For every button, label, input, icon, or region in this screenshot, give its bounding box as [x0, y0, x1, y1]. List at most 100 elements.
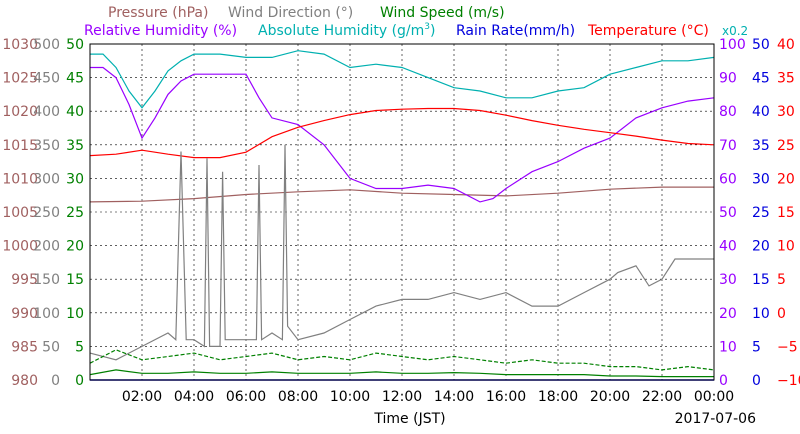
y-tick-label-wind-speed: 10	[66, 306, 84, 322]
y-tick-label-rain-rate: 0	[752, 373, 761, 389]
x-tick-label: 02:00	[122, 389, 162, 405]
legend-absolute-humidity-sup: 3	[424, 22, 430, 32]
legend-absolute-humidity-end: )	[430, 23, 435, 39]
series-line-2	[90, 50, 715, 109]
y-tick-label-humidity: 70	[719, 138, 737, 154]
y-tick-label-humidity: 0	[719, 373, 728, 389]
y-tick-label-temperature: −10	[777, 373, 800, 389]
y-tick-label-wind-speed: 35	[66, 138, 84, 154]
date-label: 2017-07-06	[675, 411, 756, 427]
y-tick-label-wind-direction: 250	[33, 205, 60, 221]
y-tick-label-rain-rate: 35	[752, 138, 770, 154]
x-tick-label: 22:00	[642, 389, 682, 405]
x-tick-label: 16:00	[486, 389, 526, 405]
y-tick-label-pressure: 980	[11, 373, 38, 389]
y-tick-label-wind-direction: 450	[33, 71, 60, 87]
y-tick-label-wind-speed: 25	[66, 205, 84, 221]
y-tick-label-pressure: 1020	[2, 104, 38, 120]
y-tick-label-pressure: 995	[11, 272, 38, 288]
y-tick-label-wind-speed: 0	[75, 373, 84, 389]
y-tick-label-rain-rate: 20	[752, 239, 770, 255]
legend-wind-speed: Wind Speed (m/s)	[380, 5, 505, 21]
y-tick-label-wind-speed: 20	[66, 239, 84, 255]
y-tick-label-humidity: 100	[719, 37, 746, 53]
y-tick-label-temperature: 30	[777, 104, 795, 120]
y-tick-label-wind-direction: 50	[42, 339, 60, 355]
x-tick-label: 08:00	[278, 389, 318, 405]
svg-text:Pressure (hPa) Wind Dire: Pressure (hPa) Wind Direction (°) Wind S…	[108, 5, 505, 21]
legend-relative-humidity: Relative Humidity (%)	[84, 23, 237, 39]
y-tick-label-temperature: 25	[777, 138, 795, 154]
y-tick-label-wind-direction: 350	[33, 138, 60, 154]
plot-frame	[89, 43, 715, 381]
x-tick-label: 10:00	[330, 389, 370, 405]
legend-pressure: Pressure (hPa)	[108, 5, 208, 21]
legend-rain-rate: Rain Rate(mm/h)	[456, 23, 575, 39]
y-tick-label-rain-rate: 5	[752, 339, 761, 355]
y-tick-label-temperature: −5	[777, 339, 798, 355]
y-tick-label-rain-rate: 50	[752, 37, 770, 53]
legend: Pressure (hPa) Wind Direction (°) Wind S…	[84, 5, 748, 39]
y-tick-label-humidity: 40	[719, 239, 737, 255]
y-tick-label-wind-speed: 5	[75, 339, 84, 355]
series-line-4	[89, 144, 714, 361]
y-tick-label-pressure: 1030	[2, 37, 38, 53]
y-tick-label-humidity: 30	[719, 272, 737, 288]
y-tick-label-wind-speed: 45	[66, 71, 84, 87]
series-line-1	[90, 66, 715, 203]
series-line-3	[89, 107, 715, 159]
y-tick-label-wind-speed: 15	[66, 272, 84, 288]
y-tick-label-rain-rate: 30	[752, 171, 770, 187]
y-tick-label-humidity: 80	[719, 104, 737, 120]
y-tick-label-pressure: 990	[11, 306, 38, 322]
y-tick-label-wind-speed: 40	[66, 104, 84, 120]
y-tick-label-pressure: 985	[11, 339, 38, 355]
legend-temperature: Temperature (°C)	[587, 23, 709, 39]
y-tick-label-pressure: 1025	[2, 71, 38, 87]
y-tick-label-rain-rate: 25	[752, 205, 770, 221]
y-tick-label-wind-direction: 0	[51, 373, 60, 389]
y-tick-label-pressure: 1010	[2, 171, 38, 187]
y-tick-label-rain-rate: 10	[752, 306, 770, 322]
y-tick-label-wind-direction: 400	[33, 104, 60, 120]
y-tick-label-temperature: 5	[777, 272, 786, 288]
y-tick-label-temperature: 0	[777, 306, 786, 322]
legend-absolute-humidity: Absolute Humidity (g/m	[258, 23, 424, 39]
axis-ticks: 02:00 04:00 06:00 08:00 10:00 12:00 14:00 16:00…	[2, 37, 800, 405]
legend-scale-note: x0.2	[722, 24, 748, 38]
x-tick-label: 14:00	[434, 389, 474, 405]
y-tick-label-rain-rate: 45	[752, 71, 770, 87]
x-tick-label: 20:00	[590, 389, 630, 405]
x-tick-label: 04:00	[174, 389, 214, 405]
y-tick-label-temperature: 40	[777, 37, 795, 53]
y-tick-label-temperature: 20	[777, 171, 795, 187]
x-tick-label: 00:00	[694, 389, 734, 405]
y-tick-label-temperature: 10	[777, 239, 795, 255]
y-tick-label-rain-rate: 40	[752, 104, 770, 120]
y-tick-label-humidity: 50	[719, 205, 737, 221]
y-tick-label-wind-direction: 150	[33, 272, 60, 288]
y-tick-label-temperature: 35	[777, 71, 795, 87]
grid	[90, 44, 714, 380]
x-axis-label: Time (JST)	[373, 411, 445, 427]
y-tick-label-pressure: 1005	[2, 205, 38, 221]
y-tick-label-temperature: 15	[777, 205, 795, 221]
y-tick-label-wind-direction: 100	[33, 306, 60, 322]
legend-wind-direction: Wind Direction (°)	[228, 5, 353, 21]
series-line-0	[89, 186, 714, 203]
y-tick-label-wind-direction: 300	[33, 171, 60, 187]
x-tick-label: 18:00	[538, 389, 578, 405]
y-tick-label-wind-speed: 50	[66, 37, 84, 53]
x-tick-label: 06:00	[226, 389, 266, 405]
series-line-6	[89, 369, 714, 378]
svg-text:Relative Humidity (%) Ab: Relative Humidity (%) Absolute Humidity …	[84, 22, 748, 39]
y-tick-label-wind-direction: 500	[33, 37, 60, 53]
series-line-5	[89, 349, 715, 371]
y-tick-label-wind-speed: 30	[66, 171, 84, 187]
y-tick-label-humidity: 20	[719, 306, 737, 322]
y-tick-label-wind-direction: 200	[33, 239, 60, 255]
x-tick-label: 12:00	[382, 389, 422, 405]
y-tick-label-humidity: 60	[719, 171, 737, 187]
